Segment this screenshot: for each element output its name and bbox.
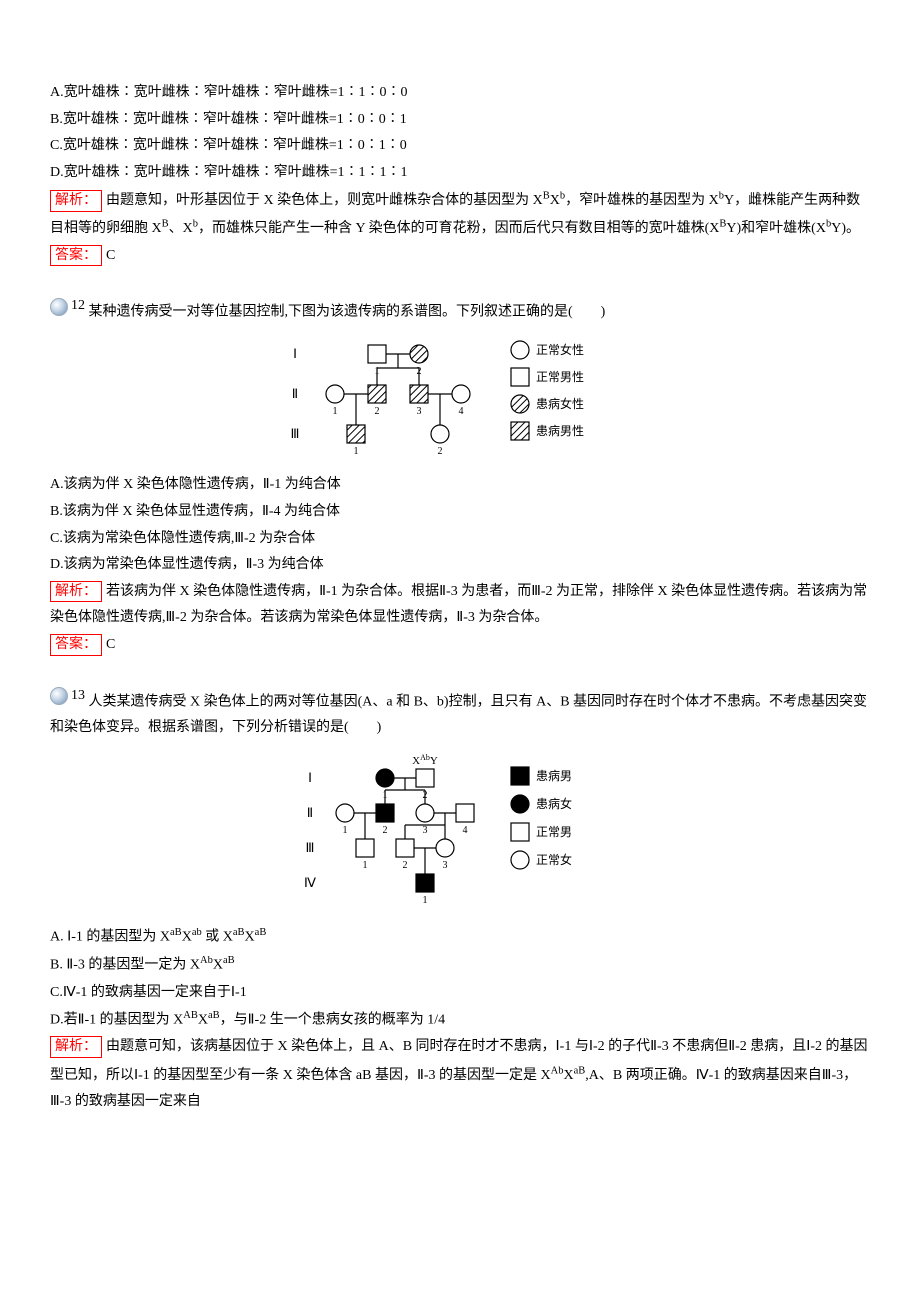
q13-analysis-text: 由题意可知，该病基因位于 X 染色体上，且 A、B 同时存在时才不患病，Ⅰ-1 … <box>50 1039 868 1109</box>
svg-text:Ⅳ: Ⅳ <box>304 875 316 890</box>
svg-text:2: 2 <box>438 446 443 457</box>
svg-text:XAbY: XAbY <box>412 753 438 768</box>
svg-text:1: 1 <box>354 446 359 457</box>
svg-text:4: 4 <box>463 825 468 836</box>
q12-option-d: D.该病为常染色体显性遗传病，Ⅱ-3 为纯合体 <box>50 552 870 579</box>
svg-text:患病男性: 患病男性 <box>536 423 584 438</box>
q12-number-badge: 12 <box>50 293 85 320</box>
q12: 12 某种遗传病受一对等位基因控制,下图为该遗传病的系谱图。下列叙述正确的是( … <box>50 293 870 658</box>
svg-text:Ⅰ: Ⅰ <box>293 346 297 361</box>
q11-option-b: B.宽叶雄株∶宽叶雌株∶窄叶雄株∶窄叶雌株=1∶0∶0∶1 <box>50 107 870 134</box>
svg-text:正常女性: 正常女性 <box>536 342 584 357</box>
q11-option-a: A.宽叶雄株∶宽叶雌株∶窄叶雄株∶窄叶雌株=1∶1∶0∶0 <box>50 80 870 107</box>
svg-text:Ⅰ: Ⅰ <box>308 770 312 785</box>
svg-text:2: 2 <box>383 825 388 836</box>
svg-text:1: 1 <box>343 825 348 836</box>
q13-analysis: 解析：由题意可知，该病基因位于 X 染色体上，且 A、B 同时存在时才不患病，Ⅰ… <box>50 1034 870 1115</box>
svg-text:4: 4 <box>459 406 464 417</box>
analysis-label: 解析： <box>50 581 102 603</box>
sphere-icon <box>50 298 68 316</box>
svg-text:1: 1 <box>333 406 338 417</box>
svg-text:Ⅱ: Ⅱ <box>292 386 298 401</box>
q11-analysis: 解析：由题意知，叶形基因位于 X 染色体上，则宽叶雌株杂合体的基因型为 XBXb… <box>50 186 870 243</box>
q12-answer: 答案： C <box>50 632 870 659</box>
q13-option-b: B. Ⅱ-3 的基因型一定为 XAbXaB <box>50 951 870 979</box>
svg-text:正常男性: 正常男性 <box>536 370 584 384</box>
q12-stem: 12 某种遗传病受一对等位基因控制,下图为该遗传病的系谱图。下列叙述正确的是( … <box>50 293 870 326</box>
answer-label: 答案： <box>50 634 102 656</box>
q13-option-c: C.Ⅳ-1 的致病基因一定来自于Ⅰ-1 <box>50 980 870 1007</box>
q13-number-badge: 13 <box>50 683 85 710</box>
svg-text:患病男: 患病男 <box>536 768 572 783</box>
svg-text:Ⅲ: Ⅲ <box>291 426 300 441</box>
q13-pedigree-svg: Ⅰ Ⅱ Ⅲ Ⅳ XAbY 1 2 1 2 3 4 1 2 3 1 患病男患病女正常男正常女 <box>295 750 625 915</box>
svg-text:3: 3 <box>443 860 448 871</box>
svg-text:患病女性: 患病女性 <box>536 396 584 411</box>
q11-answer-value: C <box>106 248 115 263</box>
q13: 13 人类某遗传病受 X 染色体上的两对等位基因(A、a 和 B、b)控制，且只… <box>50 683 870 1116</box>
q11-analysis-text: 由题意知，叶形基因位于 X 染色体上，则宽叶雌株杂合体的基因型为 XBXb，窄叶… <box>50 193 860 236</box>
q12-pedigree-figure: Ⅰ Ⅱ Ⅲ 1 2 1 2 3 4 1 2 正常女性正常男性患病女性患病男性 <box>50 334 870 464</box>
svg-text:患病女: 患病女 <box>536 796 572 811</box>
page: A.宽叶雄株∶宽叶雌株∶窄叶雄株∶窄叶雌株=1∶1∶0∶0 B.宽叶雄株∶宽叶雌… <box>0 0 920 1176</box>
q12-option-b: B.该病为伴 X 染色体显性遗传病，Ⅱ-4 为纯合体 <box>50 499 870 526</box>
analysis-label: 解析： <box>50 1036 102 1058</box>
q13-stem-text: 人类某遗传病受 X 染色体上的两对等位基因(A、a 和 B、b)控制，且只有 A… <box>50 694 867 736</box>
q12-pedigree-svg: Ⅰ Ⅱ Ⅲ 1 2 1 2 3 4 1 2 正常女性正常男性患病女性患病男性 <box>280 334 640 464</box>
svg-text:2: 2 <box>375 406 380 417</box>
svg-text:1: 1 <box>383 790 388 801</box>
q12-analysis: 解析：若该病为伴 X 染色体隐性遗传病，Ⅱ-1 为杂合体。根据Ⅱ-3 为患者，而… <box>50 579 870 632</box>
q13-stem: 13 人类某遗传病受 X 染色体上的两对等位基因(A、a 和 B、b)控制，且只… <box>50 683 870 742</box>
q13-option-a: A. Ⅰ-1 的基因型为 XaBXab 或 XaBXaB <box>50 923 870 951</box>
sphere-icon <box>50 687 68 705</box>
analysis-label: 解析： <box>50 190 102 212</box>
svg-text:2: 2 <box>423 790 428 801</box>
svg-text:2: 2 <box>403 860 408 871</box>
q11-option-c: C.宽叶雄株∶宽叶雌株∶窄叶雄株∶窄叶雌株=1∶0∶1∶0 <box>50 133 870 160</box>
svg-text:3: 3 <box>423 825 428 836</box>
svg-text:3: 3 <box>417 406 422 417</box>
svg-text:1: 1 <box>423 895 428 906</box>
svg-text:Ⅱ: Ⅱ <box>307 805 313 820</box>
q11-option-d: D.宽叶雄株∶宽叶雌株∶窄叶雄株∶窄叶雌株=1∶1∶1∶1 <box>50 160 870 187</box>
q12-number: 12 <box>71 293 85 320</box>
q11-answer: 答案： C <box>50 243 870 270</box>
q12-analysis-text: 若该病为伴 X 染色体隐性遗传病，Ⅱ-1 为杂合体。根据Ⅱ-3 为患者，而Ⅲ-2… <box>50 584 867 626</box>
q13-option-d: D.若Ⅱ-1 的基因型为 XABXaB，与Ⅱ-2 生一个患病女孩的概率为 1/4 <box>50 1006 870 1034</box>
q12-stem-text: 某种遗传病受一对等位基因控制,下图为该遗传病的系谱图。下列叙述正确的是( ) <box>89 305 606 320</box>
svg-text:正常女: 正常女 <box>536 852 572 867</box>
q13-number: 13 <box>71 683 85 710</box>
svg-text:1: 1 <box>375 366 380 377</box>
svg-text:1: 1 <box>363 860 368 871</box>
answer-label: 答案： <box>50 245 102 267</box>
q12-answer-value: C <box>106 637 115 652</box>
svg-text:正常男: 正常男 <box>536 825 572 839</box>
q13-pedigree-figure: Ⅰ Ⅱ Ⅲ Ⅳ XAbY 1 2 1 2 3 4 1 2 3 1 患病男患病女正常男正常女 <box>50 750 870 915</box>
svg-text:2: 2 <box>417 366 422 377</box>
svg-text:Ⅲ: Ⅲ <box>306 840 315 855</box>
q12-option-c: C.该病为常染色体隐性遗传病,Ⅲ-2 为杂合体 <box>50 526 870 553</box>
q12-option-a: A.该病为伴 X 染色体隐性遗传病，Ⅱ-1 为纯合体 <box>50 472 870 499</box>
